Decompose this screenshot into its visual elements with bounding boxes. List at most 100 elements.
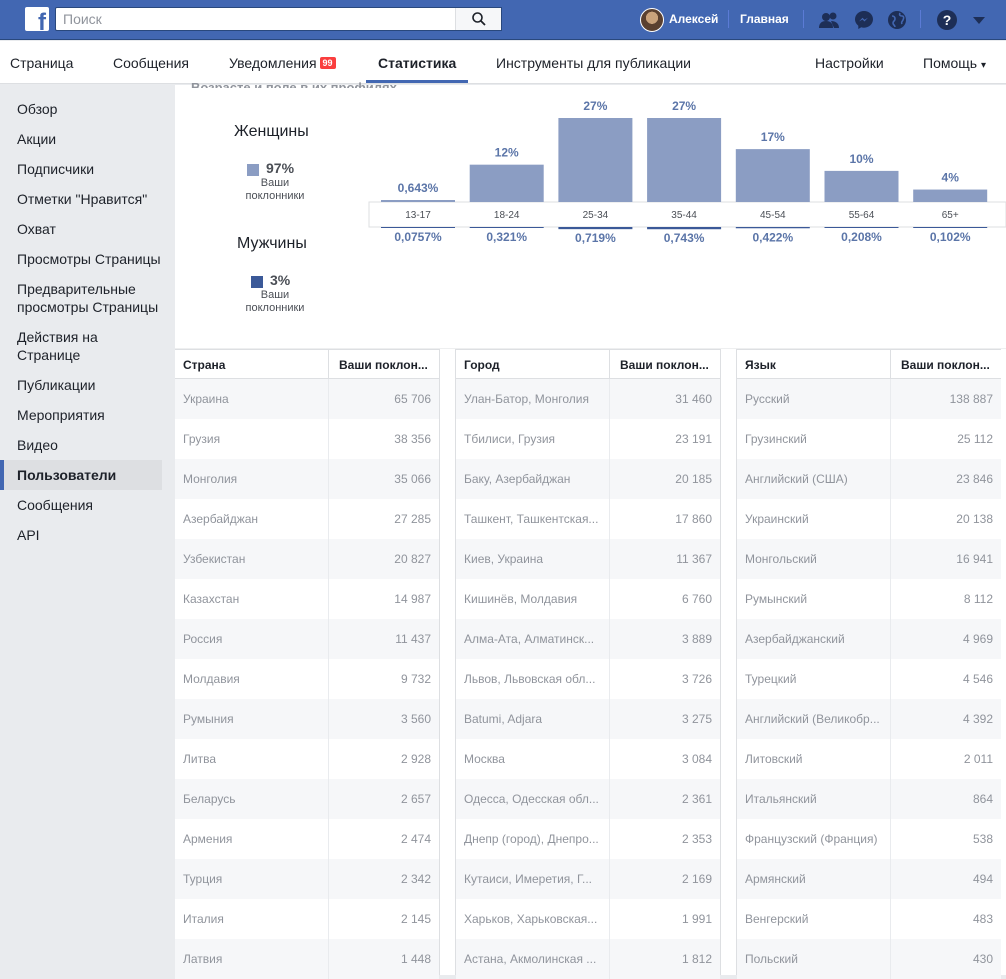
- active-tab-indicator: [366, 80, 468, 83]
- column-divider: [328, 819, 329, 859]
- row-value: 2 928: [400, 752, 431, 766]
- tab-notifications[interactable]: Уведомления 99: [229, 55, 336, 71]
- tick-label: 18-24: [494, 210, 520, 221]
- column-header-name[interactable]: Язык: [745, 358, 776, 372]
- dropdown-icon[interactable]: [968, 9, 990, 31]
- tab-publishing-tools[interactable]: Инструменты для публикации: [496, 55, 691, 71]
- row-name: Армения: [183, 832, 233, 846]
- tab-help[interactable]: Помощь ▾: [923, 55, 986, 71]
- row-value: 538: [972, 832, 993, 846]
- table-gap: [439, 349, 456, 975]
- row-name: Харьков, Харьковская...: [464, 912, 598, 926]
- table-row: Беларусь 2 657: [175, 779, 439, 819]
- table-row: Украинский 20 138: [737, 499, 1001, 539]
- chevron-down-icon: ▾: [980, 60, 986, 71]
- sidebar-item[interactable]: Предварительные просмотры Страницы: [17, 281, 159, 315]
- row-name: Итальянский: [745, 792, 817, 806]
- tab-settings[interactable]: Настройки: [815, 55, 884, 71]
- main-panel: Возрасте и поле в их профилях. Женщины 9…: [175, 80, 1006, 979]
- table-body: Русский 138 887 Грузинский 25 112 Английский…: [737, 379, 1001, 979]
- row-value: 2 474: [400, 832, 431, 846]
- row-name: Казахстан: [183, 592, 240, 606]
- tab-messages[interactable]: Сообщения: [113, 55, 189, 71]
- row-value: 2 169: [681, 872, 712, 886]
- sidebar-item[interactable]: Сообщения: [17, 497, 93, 513]
- globe-icon[interactable]: [886, 9, 908, 31]
- friends-icon[interactable]: [818, 9, 840, 31]
- table-gap: [720, 349, 737, 975]
- table-header: Страна Ваши поклон...: [175, 349, 439, 380]
- data-label-men: 0,0757%: [394, 230, 442, 244]
- table-row: Армения 2 474: [175, 819, 439, 859]
- row-value: 17 860: [675, 512, 712, 526]
- tab-help-label: Помощь: [923, 55, 978, 71]
- column-divider: [890, 899, 891, 939]
- row-name: Одесса, Одесская обл...: [464, 792, 599, 806]
- row-value: 4 969: [962, 632, 993, 646]
- sidebar-item[interactable]: Подписчики: [17, 161, 95, 177]
- bar-women: [647, 118, 722, 202]
- help-icon[interactable]: ?: [936, 9, 958, 31]
- facebook-logo[interactable]: f: [25, 7, 49, 31]
- sidebar-item[interactable]: Публикации: [17, 377, 96, 393]
- sidebar-item[interactable]: Действия на Странице: [17, 329, 98, 363]
- tab-page[interactable]: Страница: [10, 55, 74, 71]
- user-profile-link[interactable]: [640, 8, 664, 32]
- messenger-icon[interactable]: [853, 9, 875, 31]
- column-divider: [890, 779, 891, 819]
- row-value: 3 560: [400, 712, 431, 726]
- row-value: 35 066: [394, 472, 431, 486]
- search-button[interactable]: [455, 8, 501, 30]
- avatar: [640, 8, 664, 32]
- column-divider: [609, 899, 610, 939]
- table-row: Улан-Батор, Монголия 31 460: [456, 379, 720, 419]
- column-divider: [609, 859, 610, 899]
- table-row: Астана, Акмолинская ... 1 812: [456, 939, 720, 979]
- table-row: Румынский 8 112: [737, 579, 1001, 619]
- row-value: 25 112: [957, 432, 993, 446]
- home-link[interactable]: Главная: [740, 12, 789, 26]
- row-name: Румынский: [745, 592, 808, 606]
- column-divider: [609, 579, 610, 619]
- table-row: Харьков, Харьковская... 1 991: [456, 899, 720, 939]
- data-label-women: 27%: [583, 99, 607, 113]
- sidebar-item[interactable]: Просмотры Страницы: [17, 251, 161, 267]
- sidebar-item[interactable]: Пользователи: [0, 460, 162, 490]
- column-header-fans[interactable]: Ваши поклон...: [339, 358, 428, 372]
- column-divider: [609, 539, 610, 579]
- table-row: Грузия 38 356: [175, 419, 439, 459]
- table-row: Армянский 494: [737, 859, 1001, 899]
- row-value: 3 084: [681, 752, 712, 766]
- sidebar-item[interactable]: Видео: [17, 437, 58, 453]
- column-divider: [609, 779, 610, 819]
- column-header-fans[interactable]: Ваши поклон...: [620, 358, 709, 372]
- row-value: 20 827: [394, 552, 431, 566]
- sidebar-item[interactable]: API: [17, 527, 40, 543]
- sidebar: Обзор Акции Подписчики Отметки "Нравится" Ох…: [0, 94, 170, 550]
- column-header-name[interactable]: Город: [464, 358, 500, 372]
- sidebar-item[interactable]: Мероприятия: [17, 407, 105, 423]
- column-header-name[interactable]: Страна: [183, 358, 226, 372]
- row-name: Монголия: [183, 472, 238, 486]
- tab-insights[interactable]: Статистика: [378, 55, 457, 71]
- table-row: Азербайджан 27 285: [175, 499, 439, 539]
- bar-men: [824, 227, 899, 228]
- column-divider: [890, 819, 891, 859]
- bar-women: [381, 199, 455, 202]
- user-name-link[interactable]: Алексей: [669, 12, 719, 26]
- data-label-men: 0,422%: [752, 230, 793, 244]
- women-percent: 97%: [266, 160, 295, 176]
- sidebar-item[interactable]: Акции: [17, 131, 57, 147]
- column-divider: [328, 899, 329, 939]
- row-value: 4 546: [962, 672, 993, 686]
- sidebar-item[interactable]: Охват: [17, 221, 56, 237]
- sidebar-item[interactable]: Обзор: [17, 101, 58, 117]
- row-name: Batumi, Adjara: [464, 712, 543, 726]
- column-header-fans[interactable]: Ваши поклон...: [901, 358, 990, 372]
- column-divider: [609, 350, 610, 380]
- sidebar-item[interactable]: Отметки "Нравится": [17, 191, 148, 207]
- data-label-men: 0,743%: [664, 231, 705, 245]
- search-input[interactable]: [56, 8, 456, 30]
- table-row: Москва 3 084: [456, 739, 720, 779]
- row-value: 6 760: [681, 592, 712, 606]
